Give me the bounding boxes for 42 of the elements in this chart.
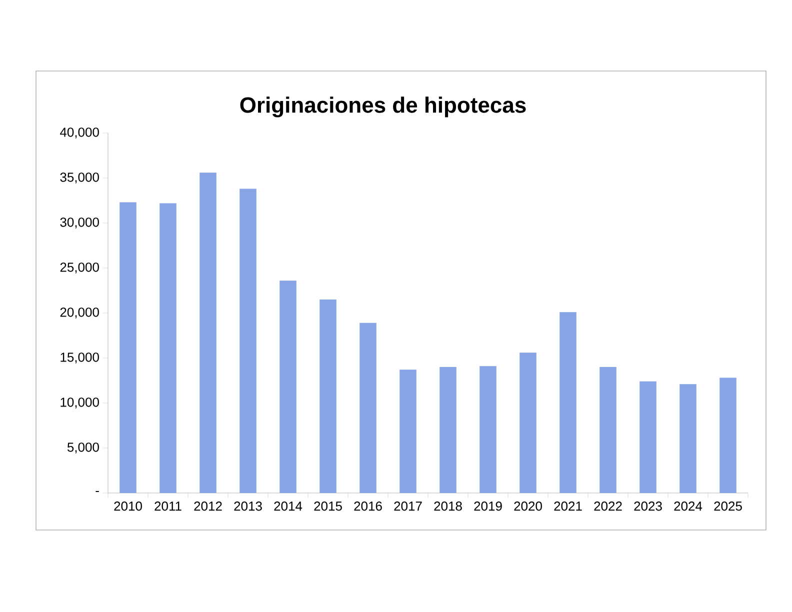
bar	[480, 366, 496, 493]
bar	[640, 381, 656, 493]
x-tick-label: 2020	[514, 502, 542, 511]
y-tick-label: 20,000	[60, 308, 99, 318]
bar	[120, 202, 136, 493]
bar	[600, 366, 616, 493]
bar	[560, 312, 576, 493]
x-tick-label: 2017	[394, 502, 422, 511]
chart-title: Originaciones de hipotecas	[240, 96, 526, 118]
x-tick-label: 2024	[674, 502, 702, 511]
x-tick-label: 2010	[114, 502, 142, 511]
x-tick-label: 2014	[274, 502, 302, 511]
bar	[200, 172, 216, 493]
y-tick-label: -	[96, 491, 99, 492]
bar	[520, 352, 536, 493]
x-tick-label: 2013	[234, 502, 262, 511]
y-tick-label: 40,000	[60, 128, 99, 138]
bar	[720, 378, 736, 493]
x-tick-label: 2021	[554, 502, 582, 511]
x-tick-label: 2016	[354, 502, 382, 511]
x-tick-label: 2023	[634, 502, 662, 511]
x-tick-label: 2018	[434, 502, 462, 511]
y-tick-label: 35,000	[60, 172, 99, 184]
bar	[320, 299, 336, 493]
bar	[280, 280, 296, 493]
bar	[400, 370, 416, 493]
y-tick-label: 10,000	[60, 398, 99, 408]
y-tick-label: 30,000	[60, 218, 99, 228]
x-tick-label: 2022	[594, 502, 622, 511]
bar	[160, 203, 176, 493]
x-tick-label: 2012	[194, 502, 222, 511]
y-tick-label: 5,000	[67, 442, 99, 454]
x-tick-label: 2015	[314, 502, 342, 511]
x-tick-label: 2019	[474, 502, 502, 511]
x-tick-label: 2025	[714, 502, 742, 511]
bar	[240, 188, 256, 493]
y-tick-label: 15,000	[60, 352, 99, 364]
bar	[680, 384, 696, 493]
x-tick-label: 2011	[154, 502, 182, 511]
bar	[440, 366, 456, 493]
bar	[360, 322, 376, 493]
y-tick-label: 25,000	[60, 262, 99, 274]
